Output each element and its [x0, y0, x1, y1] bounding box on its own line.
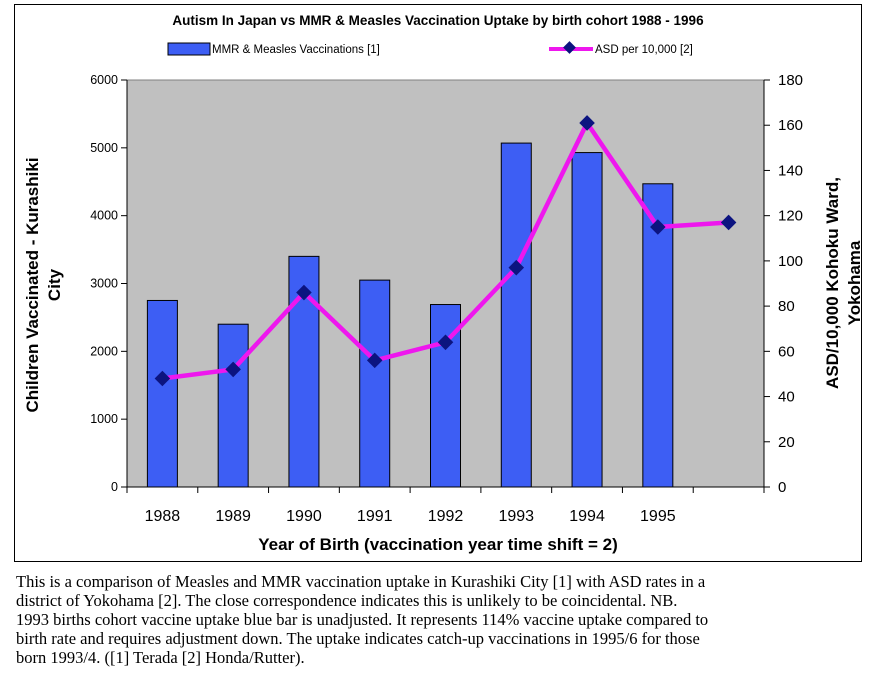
- y-tick-label: 5000: [90, 141, 118, 155]
- x-tick-label-1995: 1995: [640, 508, 676, 525]
- y2-tick-label: 100: [778, 253, 803, 270]
- y-tick-label: 6000: [90, 73, 118, 87]
- bar-1988: [146, 299, 178, 488]
- y-axis-title: Children Vaccinated - Kurashiki City: [23, 157, 64, 412]
- bar-1993: [500, 142, 532, 488]
- x-tick-label-1992: 1992: [428, 508, 464, 525]
- legend-label-line: ASD per 10,000 [2]: [595, 44, 693, 56]
- y2-tick-label: 60: [778, 343, 795, 360]
- caption-line-3: 1993 births cohort vaccine uptake blue b…: [16, 610, 709, 629]
- legend-swatch-bars: [167, 42, 211, 56]
- y2-tick-label: 180: [778, 72, 803, 89]
- x-axis-title: Year of Birth (vaccination year time shi…: [258, 535, 617, 554]
- y2-axis-title-line: Yokohama: [845, 240, 861, 325]
- y-axis-title-line: City: [45, 268, 64, 301]
- x-tick-label-1994: 1994: [569, 508, 605, 525]
- x-tick-label-1991: 1991: [357, 508, 393, 525]
- legend-label-bars: MMR & Measles Vaccinations [1]: [212, 44, 380, 56]
- asd-point-8: [720, 214, 737, 231]
- caption-line-5: born 1993/4. ([1] Terada [2] Honda/Rutte…: [16, 648, 305, 667]
- y-axis-title-line: Children Vaccinated - Kurashiki: [23, 157, 42, 412]
- x-tick-label-1993: 1993: [498, 508, 534, 525]
- y-tick-label: 1000: [90, 412, 118, 426]
- chart-frame: Autism In Japan vs MMR & Measles Vaccina…: [14, 4, 862, 562]
- y2-tick-label: 120: [778, 208, 803, 225]
- chart-caption: This is a comparison of Measles and MMR …: [16, 572, 866, 667]
- y2-tick-label: 80: [778, 298, 795, 315]
- y2-tick-label: 0: [778, 479, 786, 496]
- bar-1989: [217, 323, 249, 488]
- caption-line-1: This is a comparison of Measles and MMR …: [16, 572, 706, 591]
- asd-point-1995: [650, 219, 666, 235]
- asd-point-1988: [154, 370, 171, 387]
- bar-1994: [571, 152, 603, 488]
- chart-title: Autism In Japan vs MMR & Measles Vaccina…: [172, 13, 704, 28]
- asd-point-1989: [225, 361, 241, 378]
- legend-swatch-marker: [563, 41, 576, 54]
- y2-tick-label: 140: [778, 162, 803, 179]
- caption-line-2: district of Yokohama [2]. The close corr…: [16, 591, 678, 610]
- y2-axis-title-line: ASD/10,000 Kohoku Ward,: [823, 177, 842, 389]
- y-tick-label: 3000: [90, 277, 118, 291]
- y2-tick-label: 40: [778, 389, 795, 406]
- y-tick-label: 0: [111, 480, 118, 494]
- x-tick-label-1988: 1988: [145, 508, 181, 525]
- caption-line-4: birth rate and requires adjustment down.…: [16, 629, 700, 648]
- y2-axis-title: ASD/10,000 Kohoku Ward, Yokohama: [823, 177, 861, 389]
- y2-tick-label: 160: [778, 117, 803, 134]
- chart: Autism In Japan vs MMR & Measles Vaccina…: [23, 13, 861, 554]
- bar-1991: [359, 279, 391, 488]
- x-tick-label-1990: 1990: [286, 508, 322, 525]
- y-tick-label: 4000: [90, 209, 118, 223]
- y2-tick-label: 20: [778, 434, 795, 451]
- x-tick-label-1989: 1989: [215, 508, 251, 525]
- y-tick-label: 2000: [90, 344, 118, 358]
